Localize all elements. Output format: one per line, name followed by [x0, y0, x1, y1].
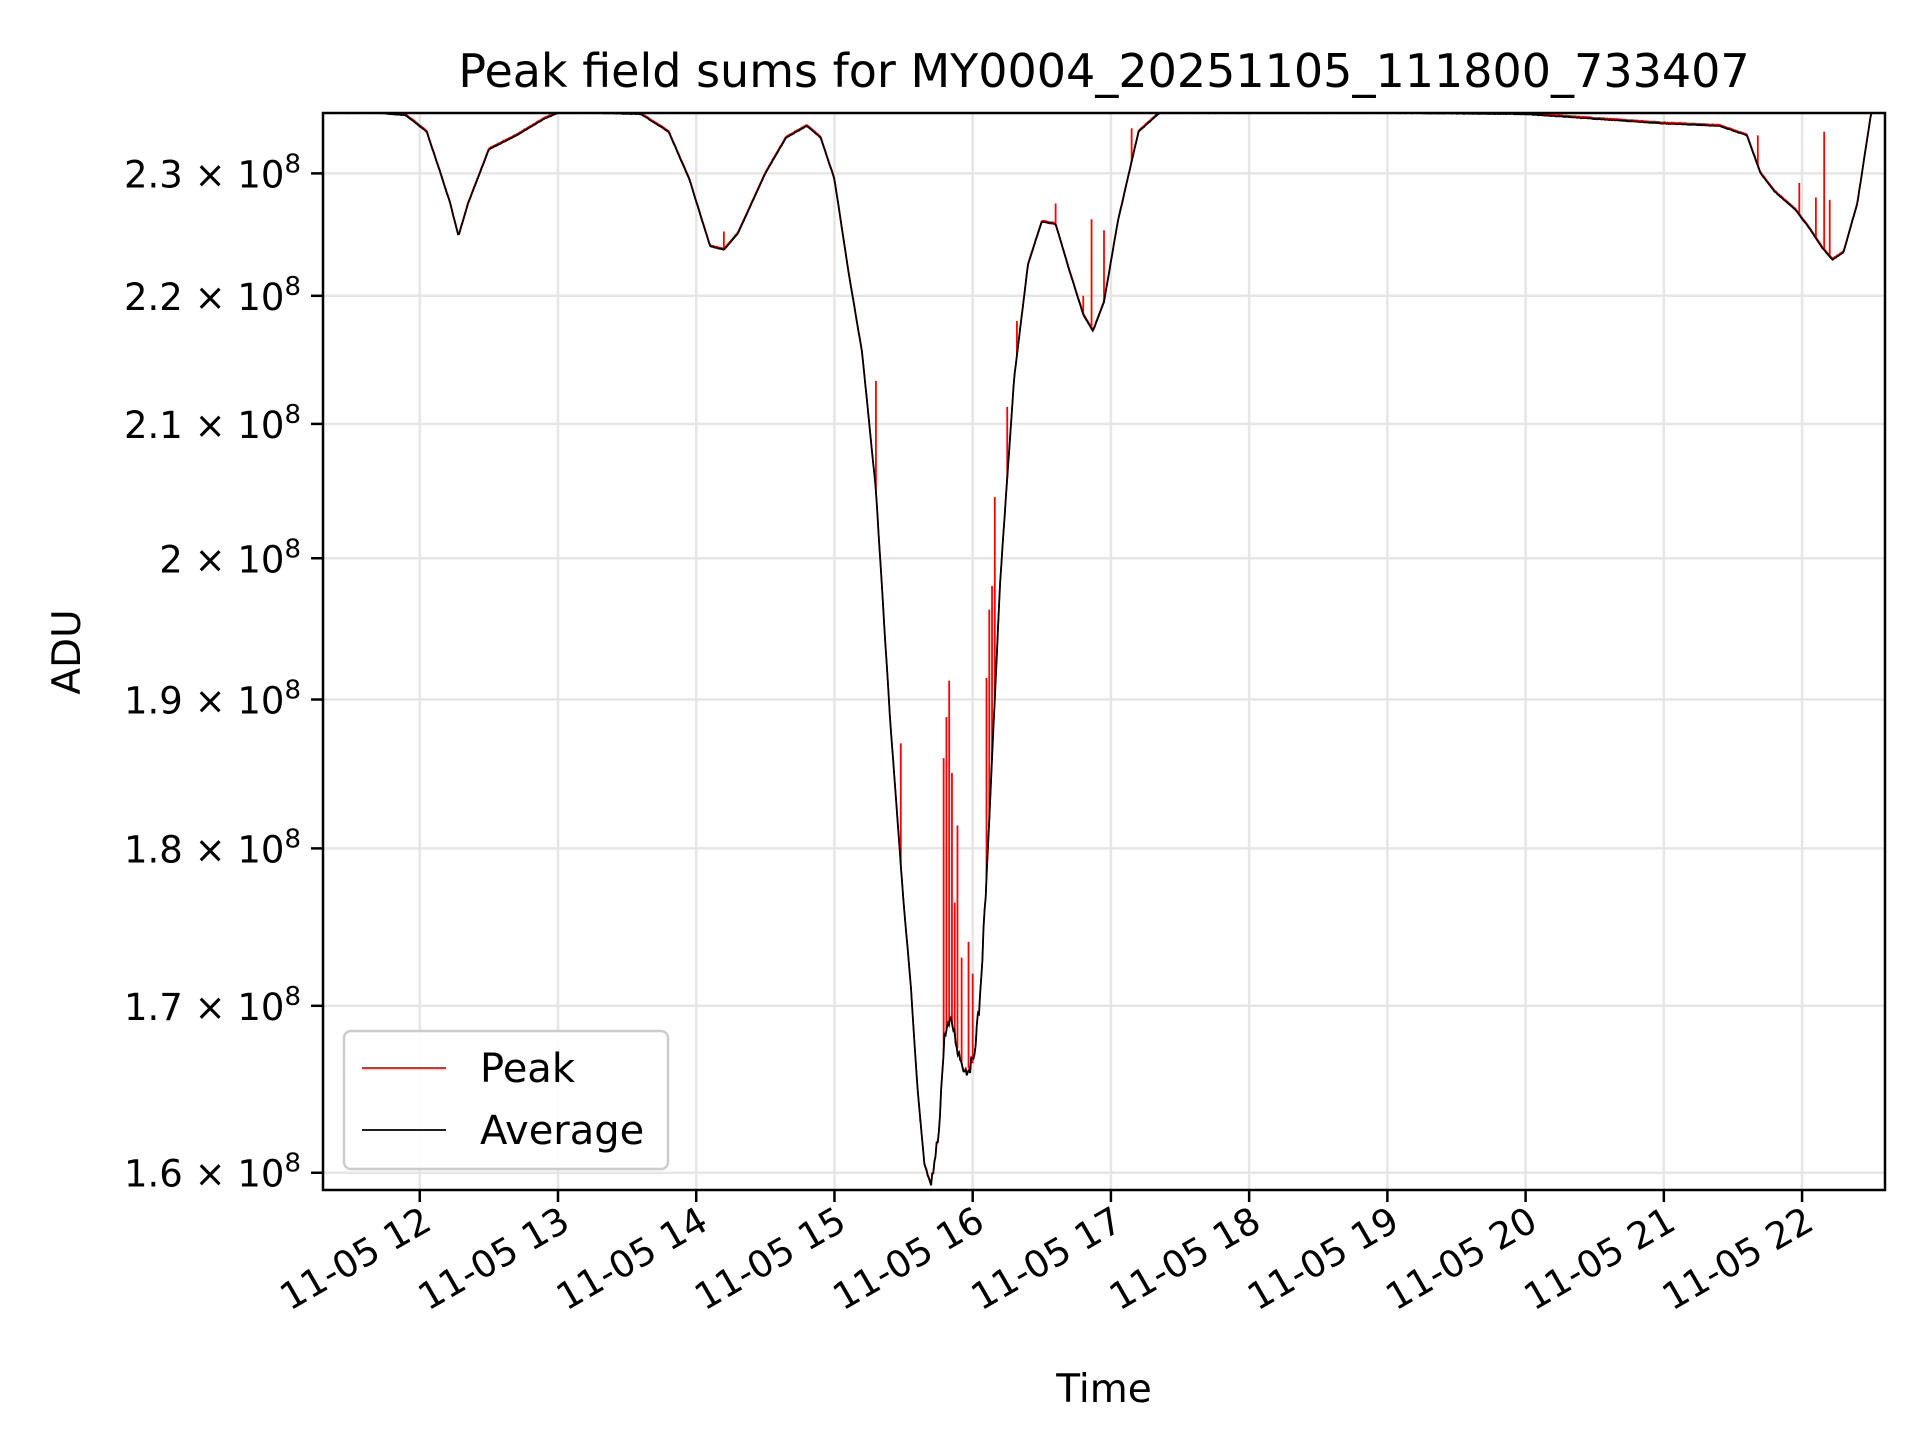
legend-average-label: Average — [480, 1108, 644, 1154]
y-tick-label: 2.2 × 108 — [124, 272, 301, 319]
y-tick-label: 2.1 × 108 — [124, 400, 301, 447]
chart-title: Peak field sums for MY0004_20251105_1118… — [458, 44, 1749, 98]
plot-frame — [321, 111, 1887, 1192]
y-tick-label: 1.7 × 108 — [124, 982, 301, 1029]
y-tick-label: 2 × 108 — [159, 534, 301, 581]
peak-series — [323, 112, 1885, 1185]
grid — [323, 113, 1885, 1190]
y-tick-label: 2.3 × 108 — [124, 149, 301, 196]
legend-box — [342, 1029, 670, 1171]
y-axis-ticks: 1.6 × 108 1.7 × 108 1.8 × 108 1.9 × 108 2 × … — [124, 149, 323, 1196]
x-axis-label: Time — [1055, 1367, 1151, 1412]
y-tick-label: 1.8 × 108 — [124, 824, 301, 871]
y-tick-label: 1.9 × 108 — [124, 676, 301, 723]
y-tick-label: 1.6 × 108 — [124, 1149, 301, 1196]
legend-peak-label: Peak — [480, 1046, 576, 1092]
y-axis-label: ADU — [45, 609, 90, 694]
legend: Peak Average — [342, 1029, 670, 1171]
